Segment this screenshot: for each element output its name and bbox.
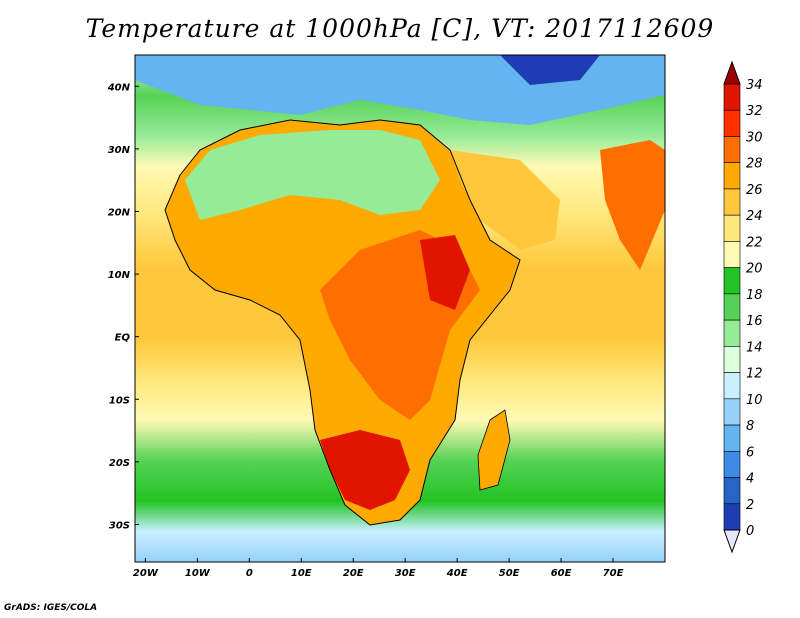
x-tick-label: 50E	[499, 568, 520, 579]
colorbar-label: 14	[746, 340, 763, 355]
y-tick-label: 10N	[108, 270, 131, 281]
ethiopia-hot-region	[420, 235, 470, 310]
x-tick-label: 20W	[133, 568, 159, 579]
southern-africa-hot-region	[320, 430, 410, 510]
y-tick-label: 20S	[109, 458, 130, 469]
colorbar-label: 28	[746, 157, 763, 172]
x-tick-label: 10E	[291, 568, 312, 579]
colorbar-swatch	[723, 267, 741, 295]
colorbar-swatch	[723, 477, 741, 505]
colorbar-swatch	[723, 398, 741, 426]
colorbar-label: 8	[746, 419, 754, 434]
map-frame	[134, 54, 666, 563]
arabia-landmass	[450, 150, 560, 250]
y-tick-label: 10S	[109, 395, 130, 406]
colorbar-swatch	[723, 188, 741, 216]
x-tick-label: 10W	[185, 568, 211, 579]
y-tick-label: 30N	[108, 145, 131, 156]
x-tick-label: 20E	[343, 568, 364, 579]
footer-credit: GrADS: IGES/COLA	[4, 603, 98, 613]
africa-coastline	[164, 119, 521, 526]
colorbar-label: 0	[746, 524, 754, 539]
colorbar-top-arrow	[723, 60, 741, 85]
colorbar-swatch	[723, 372, 741, 400]
colorbar-label: 10	[746, 393, 763, 408]
y-axis-ticks: 40N 30N 20N 10N EQ 10S 20S 30S	[107, 82, 139, 531]
x-tick-label: 30E	[395, 568, 416, 579]
colorbar-swatch	[723, 346, 741, 373]
colorbar-swatch	[723, 319, 741, 347]
sahara-cool-region	[185, 130, 440, 220]
colorbar-label: 32	[746, 104, 763, 119]
colorbar-label: 24	[746, 209, 763, 224]
colorbar-label: 4	[746, 472, 754, 487]
colorbar-label: 16	[746, 314, 763, 329]
page-title: Temperature at 1000hPa [C], VT: 20171126…	[85, 14, 715, 43]
colorbar-swatch	[723, 136, 741, 164]
colorbar-label: 22	[746, 235, 763, 250]
y-tick-label: 40N	[107, 82, 131, 93]
colorbar-label: 20	[746, 262, 763, 277]
x-tick-label: 60E	[551, 568, 572, 579]
x-tick-label: 0	[246, 568, 253, 579]
colorbar-swatch	[723, 241, 741, 268]
colorbar-bottom-arrow	[723, 529, 741, 554]
colorbar-label: 2	[746, 498, 754, 513]
y-tick-label: EQ	[115, 333, 131, 344]
colorbar-swatch	[723, 162, 741, 190]
colorbar-swatch	[723, 503, 741, 531]
colorbar-label: 12	[746, 367, 763, 382]
colorbar-swatch	[723, 109, 741, 137]
y-tick-label: 30S	[109, 520, 130, 531]
colorbar-label: 30	[746, 130, 763, 145]
madagascar-landmass	[477, 409, 511, 491]
x-tick-label: 70E	[603, 568, 624, 579]
colorbar-swatch	[723, 83, 741, 111]
colorbar-swatch	[723, 214, 741, 242]
colorbar-swatch	[723, 450, 741, 478]
x-tick-label: 40E	[446, 568, 468, 579]
colorbar-swatch	[723, 293, 741, 321]
colorbar-label: 26	[746, 183, 763, 198]
map-field	[135, 55, 665, 562]
colorbar-swatch	[723, 424, 741, 452]
y-tick-label: 20N	[108, 207, 131, 218]
colorbar-label: 34	[746, 78, 763, 93]
india-landmass	[600, 140, 665, 270]
colorbar-label: 6	[746, 445, 754, 460]
x-axis-ticks: 20W 10W 0 10E 20E 30E 40E 50E 60E 70E	[133, 558, 624, 579]
colorbar-label: 18	[746, 288, 763, 303]
cold-core-region	[500, 55, 600, 85]
